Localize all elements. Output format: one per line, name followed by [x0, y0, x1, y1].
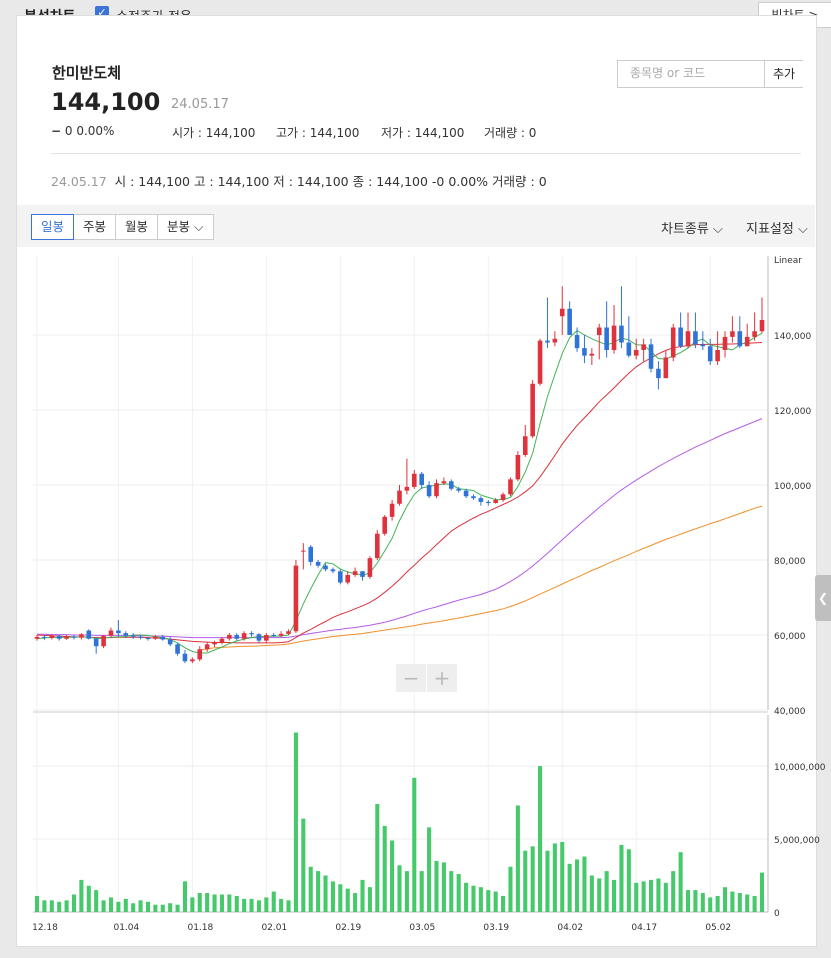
tab-minute[interactable]: 분봉 ⌵: [158, 214, 214, 240]
stock-search: 추가: [617, 60, 803, 88]
price-change-value: 0 0.00%: [64, 124, 115, 138]
volume-value: 거래량 : 0: [484, 126, 537, 140]
side-panel-toggle[interactable]: ❮: [815, 575, 831, 621]
detail-date: 24.05.17: [51, 174, 107, 189]
stock-date: 24.05.17: [171, 97, 229, 112]
search-input[interactable]: [618, 61, 770, 85]
detail-row: 24.05.17 시 : 144,100 고 : 144,100 저 : 144…: [51, 171, 547, 190]
low-price: 저가 : 144,100: [381, 126, 465, 140]
high-price: 고가 : 144,100: [276, 126, 360, 140]
tab-weekly[interactable]: 주봉: [74, 214, 117, 240]
flat-change-icon: −: [51, 124, 62, 138]
detail-text: 시 : 144,100 고 : 144,100 저 : 144,100 종 : …: [114, 174, 547, 189]
open-price: 시가 : 144,100: [172, 126, 256, 140]
divider: [51, 153, 801, 154]
indicator-select[interactable]: 지표설정 ⌵: [746, 222, 808, 237]
price-change: − 0 0.00%: [51, 124, 114, 138]
chart-type-select[interactable]: 차트종류 ⌵: [661, 222, 723, 237]
period-tabs: 일봉 주봉 월봉 분봉 ⌵: [31, 214, 214, 240]
tab-daily[interactable]: 일봉: [31, 214, 75, 240]
add-button[interactable]: 추가: [764, 61, 803, 87]
tab-monthly[interactable]: 월봉: [116, 214, 159, 240]
stock-name: 한미반도체: [52, 64, 122, 82]
chart-panel: [16, 15, 817, 947]
stock-price: 144,100: [51, 88, 161, 116]
chevron-left-icon: ❮: [817, 591, 829, 605]
